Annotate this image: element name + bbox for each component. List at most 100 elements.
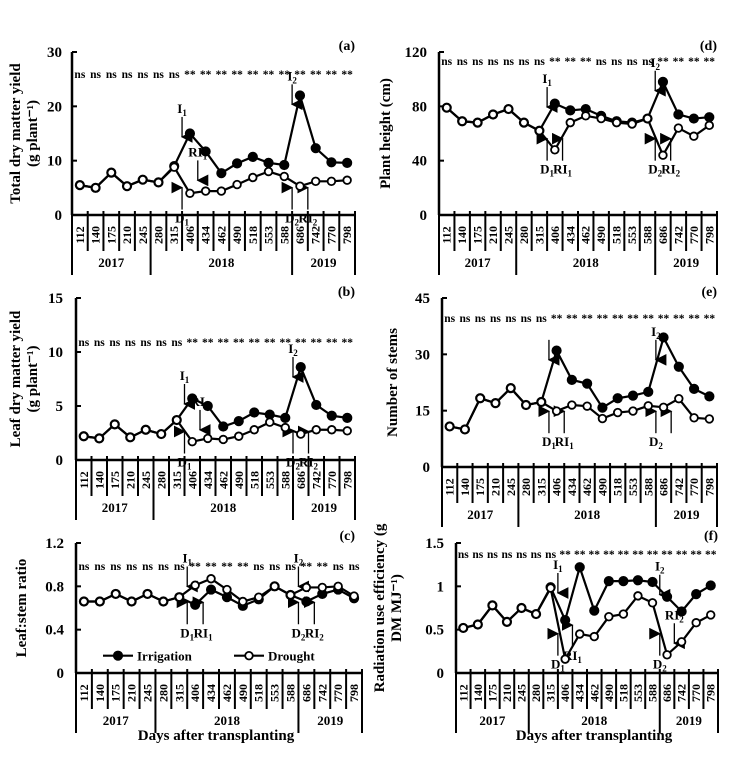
- annotation-label: D2: [649, 434, 663, 451]
- drought-point: [704, 414, 715, 424]
- drought-point: [444, 421, 455, 432]
- irrigation-point: [263, 157, 274, 168]
- annotation-i1: I1: [177, 101, 193, 143]
- drought-point: [280, 422, 290, 433]
- significance-marker: **: [326, 337, 338, 349]
- drought-point: [674, 393, 684, 404]
- series-line-drought: [445, 106, 710, 158]
- y-tick-label: 1: [437, 579, 445, 595]
- x-tick-label: 245: [139, 471, 153, 489]
- annotation-d2: D2: [287, 596, 306, 642]
- y-tick-label: 0: [423, 460, 431, 476]
- drought-point: [206, 574, 216, 584]
- x-tick-label: 112: [443, 478, 457, 495]
- drought-point: [502, 617, 512, 627]
- annotation-subscript: 2: [660, 566, 665, 576]
- significance-marker: **: [704, 313, 716, 325]
- year-label: 2018: [214, 713, 241, 728]
- irrigation-point: [643, 386, 654, 397]
- y-tick-label: 0: [437, 666, 445, 682]
- significance-marker: **: [247, 69, 259, 81]
- significance-marker: ns: [109, 337, 120, 349]
- x-tick-label: 406: [183, 226, 197, 244]
- annotation-main: D: [540, 162, 549, 177]
- significance-marker: **: [301, 561, 313, 573]
- panel-a: 0 10 20 30 Total dry matter yield (g plant⁻¹)…: [8, 39, 356, 275]
- significance-marker: **: [603, 549, 615, 561]
- x-tick-label: 140: [89, 226, 103, 244]
- irrigation-point: [342, 157, 353, 168]
- significance-marker: **: [688, 56, 700, 68]
- drought-point: [673, 123, 684, 133]
- year-label: 2019: [311, 255, 338, 270]
- significance-marker: ns: [253, 561, 264, 573]
- x-tick-label: 140: [458, 478, 472, 496]
- significance-marker: ns: [627, 56, 638, 68]
- drought-point: [296, 429, 306, 439]
- annotation-i2: I2: [294, 551, 309, 593]
- drought-point: [503, 104, 514, 114]
- significance-marker: ns: [74, 69, 85, 81]
- drought-point: [79, 431, 89, 441]
- annotation-main: I: [182, 551, 187, 566]
- drought-point: [658, 150, 668, 160]
- drought-point: [490, 398, 501, 408]
- annotation-main: D: [291, 625, 300, 640]
- drought-point: [618, 609, 629, 619]
- significance-marker: ns: [169, 69, 180, 81]
- irrigation-point: [673, 361, 684, 372]
- annotation-main: D: [180, 625, 189, 640]
- significance-marker: ns: [153, 69, 164, 81]
- annotation-i1: I1: [553, 557, 569, 599]
- y-axis-title: Plant height (cm): [378, 78, 394, 189]
- drought-point: [516, 603, 527, 613]
- irrigation-point: [342, 412, 353, 423]
- annotation-main: D: [286, 455, 295, 470]
- irrigation-point: [205, 584, 217, 595]
- filled-circle-icon: [112, 650, 124, 661]
- significance-marker: ns: [110, 561, 121, 573]
- x-tick-label: 588: [284, 684, 298, 702]
- annotation-i1: I1: [542, 71, 558, 113]
- drought-point: [232, 179, 242, 190]
- year-label: 2017: [98, 255, 125, 270]
- irrigation-point: [231, 158, 243, 169]
- annotation-label: D1: [551, 657, 565, 674]
- drought-point: [126, 596, 137, 607]
- significance-marker: ns: [531, 549, 542, 561]
- x-tick-label: 175: [104, 226, 118, 244]
- irrigation-point: [279, 159, 290, 171]
- annotation-d1: D1: [538, 405, 556, 451]
- drought-point: [706, 610, 716, 620]
- annotation-main: RI: [298, 211, 312, 226]
- significance-marker: ns: [94, 337, 105, 349]
- drought-point: [106, 167, 117, 178]
- significance-marker: ns: [519, 56, 530, 68]
- x-tick-label: 315: [167, 226, 181, 244]
- annotation-label: I1: [553, 557, 563, 574]
- significance-marker: **: [559, 549, 571, 561]
- x-tick-label: 742: [675, 684, 689, 702]
- x-tick-label: 553: [626, 478, 640, 496]
- significance-marker: ns: [505, 313, 516, 325]
- drought-point: [111, 589, 121, 599]
- x-tick-label: 742: [672, 478, 686, 496]
- drought-point: [545, 583, 556, 593]
- annotation-label: RI1: [194, 625, 213, 642]
- x-tick-label: 490: [236, 684, 250, 702]
- x-tick-label: 462: [579, 226, 593, 244]
- legend-label: Irrigation: [137, 649, 193, 664]
- drought-point: [531, 609, 541, 619]
- x-tick-label: 245: [515, 684, 529, 702]
- annotation-main: I: [294, 551, 299, 566]
- annotation-main: D: [551, 657, 560, 672]
- annotation-label: D1: [542, 434, 556, 451]
- drought-point: [187, 436, 197, 447]
- annotation-subscript: 2: [676, 169, 681, 179]
- annotation-label: I2: [287, 68, 297, 85]
- y-tick-label: 0: [55, 208, 63, 224]
- series-line-irrigation: [83, 585, 355, 608]
- x-tick-label: 518: [247, 471, 261, 489]
- significance-marker: **: [317, 561, 329, 573]
- x-tick-label: 140: [455, 226, 469, 244]
